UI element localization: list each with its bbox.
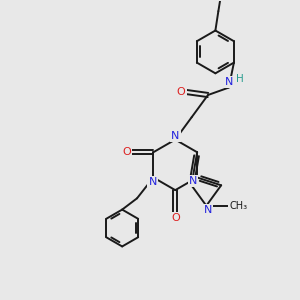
Text: H: H	[236, 74, 244, 84]
Text: O: O	[171, 213, 180, 223]
Text: N: N	[171, 131, 179, 141]
Text: O: O	[177, 87, 186, 97]
Text: N: N	[204, 205, 212, 215]
Text: CH₃: CH₃	[229, 201, 247, 211]
Text: N: N	[148, 177, 157, 187]
Text: N: N	[225, 77, 233, 87]
Text: O: O	[122, 147, 131, 157]
Text: N: N	[189, 176, 197, 186]
